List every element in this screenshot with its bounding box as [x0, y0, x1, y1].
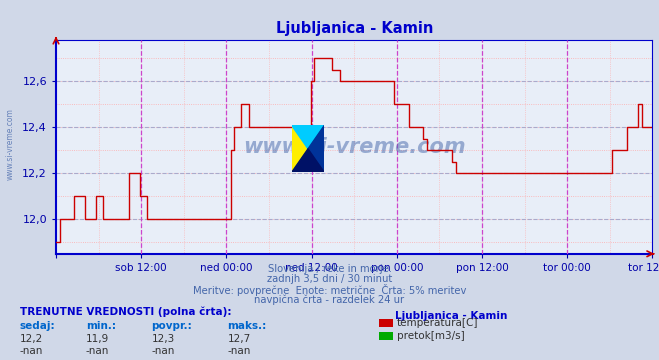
Text: -nan: -nan: [20, 346, 43, 356]
Text: min.:: min.:: [86, 321, 116, 331]
Text: temperatura[C]: temperatura[C]: [397, 318, 478, 328]
Text: sedaj:: sedaj:: [20, 321, 55, 331]
Text: www.si-vreme.com: www.si-vreme.com: [5, 108, 14, 180]
Text: pretok[m3/s]: pretok[m3/s]: [397, 331, 465, 341]
Text: Slovenija / reke in morje.: Slovenija / reke in morje.: [268, 264, 391, 274]
Text: zadnjh 3,5 dni / 30 minut: zadnjh 3,5 dni / 30 minut: [267, 274, 392, 284]
Text: www.si-vreme.com: www.si-vreme.com: [243, 137, 465, 157]
Text: TRENUTNE VREDNOSTI (polna črta):: TRENUTNE VREDNOSTI (polna črta):: [20, 307, 231, 317]
Text: 12,7: 12,7: [227, 334, 250, 344]
Text: 12,2: 12,2: [20, 334, 43, 344]
Text: -nan: -nan: [86, 346, 109, 356]
Text: -nan: -nan: [227, 346, 250, 356]
Text: povpr.:: povpr.:: [152, 321, 192, 331]
Text: navpična črta - razdelek 24 ur: navpična črta - razdelek 24 ur: [254, 294, 405, 305]
Text: Ljubljanica - Kamin: Ljubljanica - Kamin: [395, 311, 508, 321]
Text: -nan: -nan: [152, 346, 175, 356]
Text: Meritve: povprečne  Enote: metrične  Črta: 5% meritev: Meritve: povprečne Enote: metrične Črta:…: [193, 284, 466, 296]
Text: 12,3: 12,3: [152, 334, 175, 344]
Text: maks.:: maks.:: [227, 321, 267, 331]
Text: 11,9: 11,9: [86, 334, 109, 344]
Title: Ljubljanica - Kamin: Ljubljanica - Kamin: [275, 21, 433, 36]
